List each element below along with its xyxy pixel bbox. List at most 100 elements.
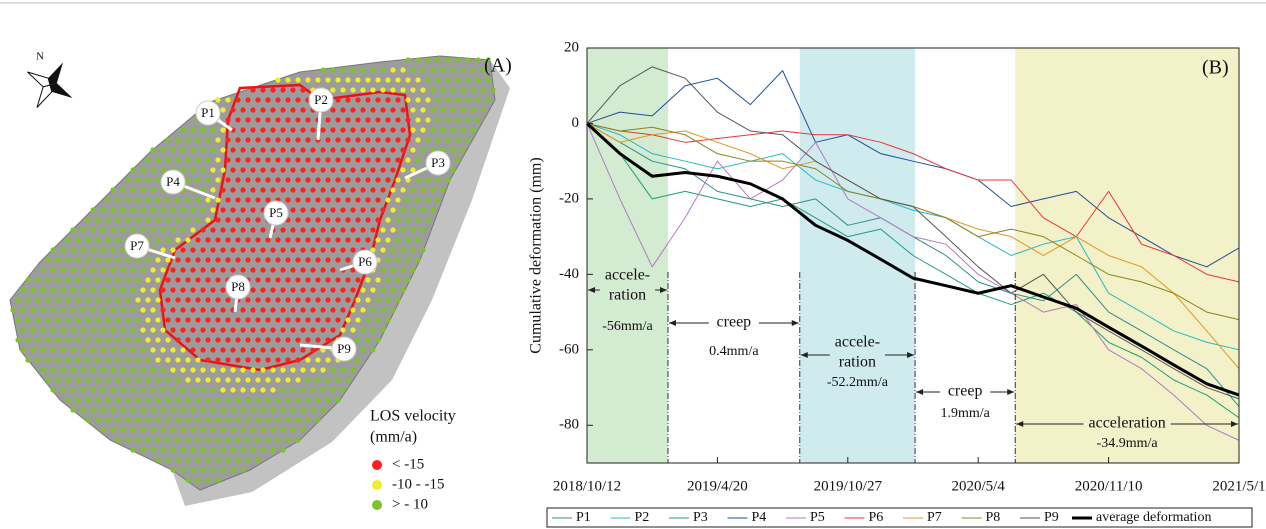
velocity-dot bbox=[105, 357, 111, 363]
velocity-dot bbox=[60, 247, 66, 253]
velocity-dot bbox=[215, 97, 221, 103]
velocity-dot bbox=[280, 87, 286, 93]
velocity-dot bbox=[360, 187, 366, 193]
velocity-dot bbox=[285, 97, 291, 103]
velocity-dot bbox=[300, 147, 306, 153]
velocity-dot bbox=[85, 297, 91, 303]
velocity-dot bbox=[330, 307, 336, 313]
velocity-dot bbox=[185, 177, 191, 183]
velocity-dot bbox=[395, 257, 401, 263]
velocity-dot bbox=[130, 187, 136, 193]
velocity-dot bbox=[285, 437, 291, 443]
velocity-dot bbox=[195, 337, 201, 343]
velocity-dot bbox=[80, 287, 86, 293]
velocity-dot bbox=[280, 307, 286, 313]
velocity-dot bbox=[390, 307, 396, 313]
velocity-dot bbox=[145, 437, 151, 443]
velocity-dot bbox=[350, 87, 356, 93]
velocity-dot bbox=[130, 207, 136, 213]
velocity-dot bbox=[430, 207, 436, 213]
velocity-dot bbox=[225, 457, 231, 463]
velocity-dot bbox=[445, 77, 451, 83]
velocity-dot bbox=[430, 67, 436, 73]
velocity-dot bbox=[210, 387, 216, 393]
velocity-dot bbox=[140, 327, 146, 333]
velocity-dot bbox=[265, 137, 271, 143]
velocity-dot bbox=[180, 167, 186, 173]
velocity-dot bbox=[125, 337, 131, 343]
velocity-dot bbox=[420, 67, 426, 73]
velocity-dot bbox=[205, 477, 211, 483]
velocity-dot bbox=[265, 157, 271, 163]
velocity-dot bbox=[25, 297, 31, 303]
velocity-dot bbox=[275, 417, 281, 423]
velocity-dot bbox=[25, 277, 31, 283]
velocity-dot bbox=[235, 357, 241, 363]
velocity-dot bbox=[305, 237, 311, 243]
velocity-dot bbox=[225, 137, 231, 143]
velocity-dot bbox=[305, 297, 311, 303]
velocity-dot bbox=[210, 367, 216, 373]
velocity-dot bbox=[295, 377, 301, 383]
velocity-dot bbox=[40, 367, 46, 373]
velocity-dot bbox=[260, 227, 266, 233]
velocity-dot bbox=[65, 297, 71, 303]
velocity-dot bbox=[150, 367, 156, 373]
velocity-dot bbox=[160, 407, 166, 413]
x-tick-label: 2018/10/12 bbox=[553, 478, 621, 494]
velocity-dot bbox=[355, 97, 361, 103]
velocity-dot bbox=[300, 247, 306, 253]
velocity-dot bbox=[140, 287, 146, 293]
velocity-dot bbox=[310, 167, 316, 173]
phase-band bbox=[799, 48, 916, 463]
phase-label: creep bbox=[948, 383, 983, 400]
velocity-dot bbox=[340, 207, 346, 213]
velocity-dot bbox=[205, 397, 211, 403]
velocity-dot bbox=[215, 157, 221, 163]
velocity-dot bbox=[375, 297, 381, 303]
velocity-dot bbox=[140, 207, 146, 213]
velocity-dot bbox=[190, 287, 196, 293]
velocity-dot bbox=[45, 357, 51, 363]
velocity-dot bbox=[370, 127, 376, 133]
velocity-dot bbox=[90, 267, 96, 273]
velocity-dot bbox=[215, 237, 221, 243]
velocity-dot bbox=[410, 187, 416, 193]
velocity-dot bbox=[85, 217, 91, 223]
velocity-dot bbox=[425, 197, 431, 203]
velocity-dot bbox=[45, 317, 51, 323]
velocity-dot bbox=[435, 57, 441, 63]
phase-rate: -52.2mm/a bbox=[827, 375, 889, 390]
velocity-dot bbox=[230, 327, 236, 333]
velocity-dot bbox=[255, 397, 261, 403]
velocity-dot bbox=[155, 377, 161, 383]
velocity-dot bbox=[230, 107, 236, 113]
velocity-dot bbox=[455, 137, 461, 143]
velocity-dot bbox=[290, 287, 296, 293]
velocity-dot bbox=[175, 417, 181, 423]
velocity-dot bbox=[200, 207, 206, 213]
velocity-dot bbox=[80, 387, 86, 393]
velocity-dot bbox=[85, 257, 91, 263]
velocity-dot bbox=[440, 127, 446, 133]
velocity-dot bbox=[195, 137, 201, 143]
velocity-dot bbox=[80, 267, 86, 273]
velocity-dot bbox=[110, 247, 116, 253]
velocity-dot bbox=[185, 277, 191, 283]
velocity-dot bbox=[390, 247, 396, 253]
velocity-dot bbox=[335, 217, 341, 223]
velocity-dot bbox=[220, 267, 226, 273]
velocity-dot bbox=[400, 207, 406, 213]
velocity-dot bbox=[230, 367, 236, 373]
legend-label: P8 bbox=[986, 510, 1001, 525]
velocity-dot bbox=[90, 207, 96, 213]
velocity-dot bbox=[380, 287, 386, 293]
velocity-dot bbox=[450, 167, 456, 173]
velocity-dot bbox=[275, 277, 281, 283]
velocity-dot bbox=[330, 87, 336, 93]
velocity-dot bbox=[275, 97, 281, 103]
velocity-dot bbox=[440, 187, 446, 193]
velocity-dot bbox=[260, 87, 266, 93]
velocity-dot bbox=[350, 107, 356, 113]
velocity-dot bbox=[30, 307, 36, 313]
